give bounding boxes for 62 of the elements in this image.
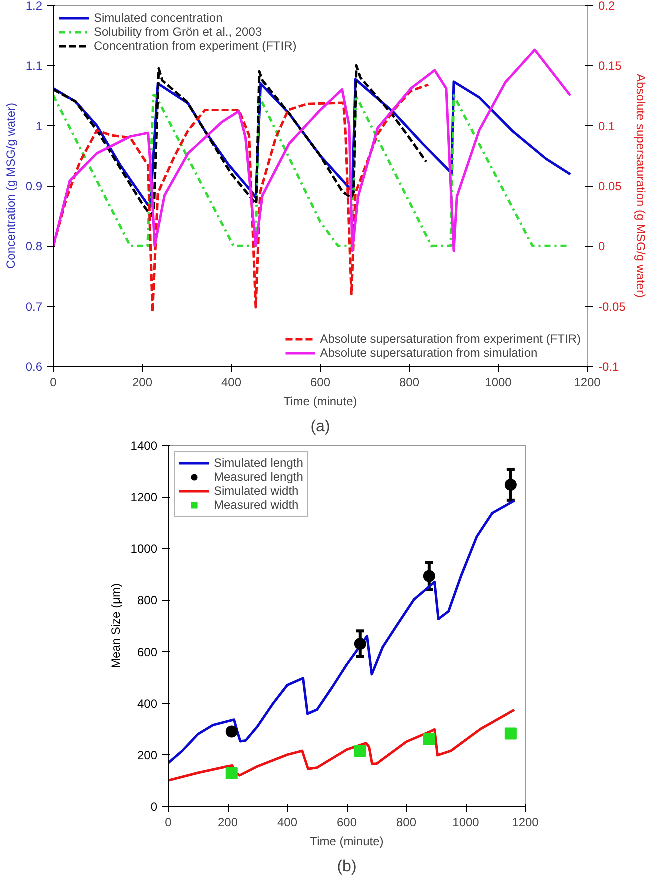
y2-tick-label: 0 [598, 240, 606, 254]
legend-label: Simulated length [214, 456, 304, 470]
legend-label: Simulated width [214, 484, 299, 498]
point [504, 728, 517, 740]
y-axis-title: Mean Size (μm) [108, 584, 123, 668]
y-tick-label: 0 [150, 800, 158, 814]
y2-axis-title: Absolute supersaturation (g MSG/g water) [634, 74, 648, 298]
y-tick-label: 200 [137, 748, 158, 762]
x-tick-label: 200 [218, 816, 238, 830]
x-tick-label: 1200 [512, 816, 540, 830]
x-axis-title: Time (minute) [284, 394, 358, 408]
x-tick-label: 600 [310, 376, 331, 390]
y2-tick-label: -0.1 [598, 360, 620, 374]
y-tick-label: 1200 [130, 490, 158, 505]
x-tick-label: 1000 [452, 816, 480, 830]
point [354, 638, 366, 650]
y2-tick-label: 0.05 [598, 180, 622, 194]
y-tick-label: 1000 [130, 542, 158, 556]
y-tick-label: 800 [137, 594, 158, 608]
point [226, 726, 238, 738]
y-tick-label: 1.2 [26, 0, 43, 13]
line-series [168, 500, 516, 764]
point [226, 767, 238, 780]
y2-tick-label: 0.15 [598, 59, 622, 74]
y-tick-label: 1 [36, 119, 43, 134]
text: (a) [310, 418, 330, 436]
x-tick-label: 800 [399, 376, 420, 390]
point [504, 478, 517, 491]
y-tick-label: 0.9 [26, 180, 43, 194]
x-tick-label: 1200 [574, 376, 602, 390]
y2-tick-label: -0.05 [598, 300, 626, 314]
legend-label: Solubility from Grön et al., 2003 [94, 25, 262, 39]
point [423, 570, 436, 582]
point [354, 745, 366, 758]
y-tick-label: 400 [137, 696, 158, 711]
y2-tick-label: 0.1 [598, 119, 616, 134]
y-tick-label: 600 [137, 645, 158, 660]
legend-label: Simulated concentration [94, 11, 223, 25]
x-tick-label: 600 [336, 816, 358, 830]
y-tick-label: 0.7 [26, 300, 43, 314]
x-tick-label: 800 [396, 816, 417, 830]
legend-label: Concentration from experiment (FTIR) [94, 39, 297, 53]
x-tick-label: 400 [221, 376, 242, 390]
legend-label: Absolute supersaturation from experiment (FTIR) [320, 332, 581, 346]
x-tick-label: 1000 [485, 376, 512, 390]
y2-tick-label: 0.2 [598, 0, 616, 13]
legend-label: Measured width [214, 498, 299, 512]
text: (b) [337, 858, 357, 876]
y-tick-label: 1400 [130, 439, 158, 453]
x-tick-label: 0 [50, 376, 58, 390]
point [423, 733, 436, 746]
line-series [54, 84, 430, 314]
x-axis-title: Time (minute) [310, 834, 384, 848]
x-tick-label: 0 [165, 816, 172, 830]
legend-label: Absolute supersaturation from simulation [320, 346, 538, 360]
x-tick-label: 400 [277, 816, 298, 830]
legend-label: Measured length [214, 470, 304, 484]
y-tick-label: 1.1 [26, 59, 43, 74]
y-tick-label: 0.6 [26, 360, 43, 374]
line-series [168, 708, 516, 782]
y-tick-label: 0.8 [26, 240, 43, 254]
y-axis-title: Concentration (g MSG/g water) [4, 102, 18, 270]
